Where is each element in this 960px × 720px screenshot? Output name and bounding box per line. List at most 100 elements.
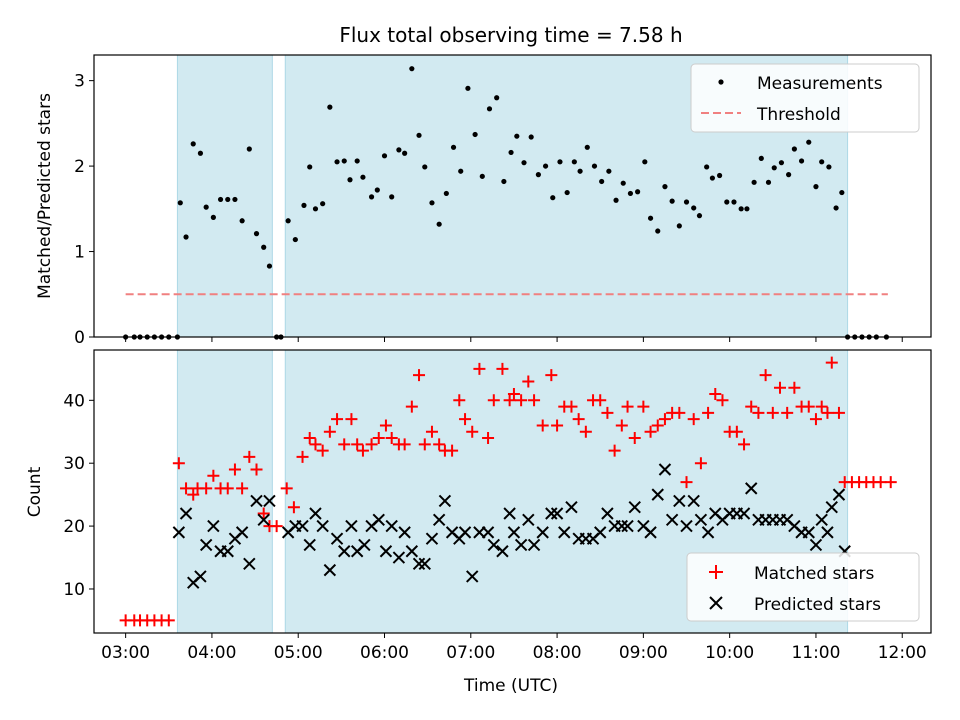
measurement-point [571,159,577,165]
matched-star-point [257,507,270,520]
measurement-point [312,206,319,212]
measurement-point [508,149,514,156]
predicted-star-point [558,526,571,539]
bottom-x-tick-label: 08:00 [533,643,582,663]
legend-measurements-marker [718,79,724,85]
measurement-point [436,221,442,227]
matched-star-point [270,520,283,533]
matched-star-point [351,438,364,451]
measurement-point [429,200,435,206]
matched-star-point [496,362,509,375]
predicted-star-point [358,538,371,552]
measurement-point [564,189,570,196]
matched-star-point [515,394,528,407]
matched-star-point [385,432,398,445]
matched-star-point [637,400,650,413]
bottom-x-tick-label: 03:00 [101,643,150,663]
measurement-point [354,158,360,164]
predicted-star-point [243,557,256,571]
measurement-point [334,159,340,165]
predicted-star-point [737,507,751,520]
matched-star-point [345,413,358,426]
measurement-point [839,189,845,196]
measurement-point [217,196,224,203]
measurement-point [599,178,605,185]
matched-star-point [825,356,838,369]
predicted-star-point [392,551,406,564]
measurement-point [833,205,839,211]
measurement-point [246,146,252,152]
matched-star-point [433,438,446,451]
measurement-point [806,139,812,145]
measurement-point [791,146,797,152]
matched-star-point [716,394,729,407]
measurement-point [486,106,493,112]
predicted-star-point [296,519,309,533]
measurement-point [307,164,313,170]
measurement-point [374,187,380,193]
x-axis-label: Time (UTC) [463,676,558,696]
measurement-point [327,104,333,110]
predicted-star-point [405,545,419,558]
predicted-star-point [507,526,521,539]
bottom-x-tick-label: 11:00 [791,643,840,663]
matched-star-point [802,400,815,413]
predicted-star-point [398,526,411,539]
measurement-point [528,134,534,140]
matched-star-point [398,438,411,451]
measurement-point [197,150,204,156]
measurement-point [422,164,428,170]
measurement-point [709,175,716,181]
predicted-star-point [809,538,823,552]
matched-star-point [536,419,549,432]
predicted-star-point [601,507,614,520]
measurement-point [704,164,710,170]
bottom-x-tick-label: 07:00 [446,643,495,663]
measurement-point [177,200,183,206]
predicted-star-point [303,538,316,552]
matched-star-point [809,413,822,426]
predicted-star-point [379,545,393,558]
predicted-star-point [207,519,220,533]
top-plot-frame [93,54,932,338]
bottom-x-tick-label: 04:00 [187,643,236,663]
matched-star-point [788,381,801,394]
measurement-point [691,205,697,211]
matched-star-point [446,444,459,457]
measurement-point [320,201,326,207]
matched-star-point [331,413,344,426]
matched-star-point [405,400,418,413]
predicted-star-point [438,494,452,508]
measurement-point [542,163,549,169]
predicted-star-point [172,526,186,539]
matched-star-point [466,425,479,438]
matched-star-point [280,482,293,495]
matched-star-point [702,406,715,419]
measurement-point [591,163,598,169]
measurement-point [683,199,690,205]
measurement-point [635,189,641,195]
predicted-star-point [235,526,249,539]
matched-star-point [200,482,213,495]
matched-star-point [221,482,234,495]
measurement-point [577,168,583,174]
matched-star-point [338,438,351,451]
measurement-point [501,178,507,185]
measurement-point [557,159,563,165]
predicted-star-point [694,513,708,527]
measurement-point [381,153,388,159]
measurement-point [494,95,500,101]
measurement-point [368,194,375,200]
bottom-series [119,356,897,627]
predicted-star-point [432,513,446,527]
predicted-star-point [651,488,664,501]
bottom-y-tick-label: 20 [63,517,85,537]
measurement-point [450,144,457,150]
measurement-point [292,236,298,243]
measurement-point [826,164,832,170]
matched-star-point [594,394,607,407]
legend-threshold-label: Threshold [756,105,841,125]
predicted-star-point [536,526,549,539]
predicted-star-point [199,538,213,552]
matched-star-point [752,406,765,419]
